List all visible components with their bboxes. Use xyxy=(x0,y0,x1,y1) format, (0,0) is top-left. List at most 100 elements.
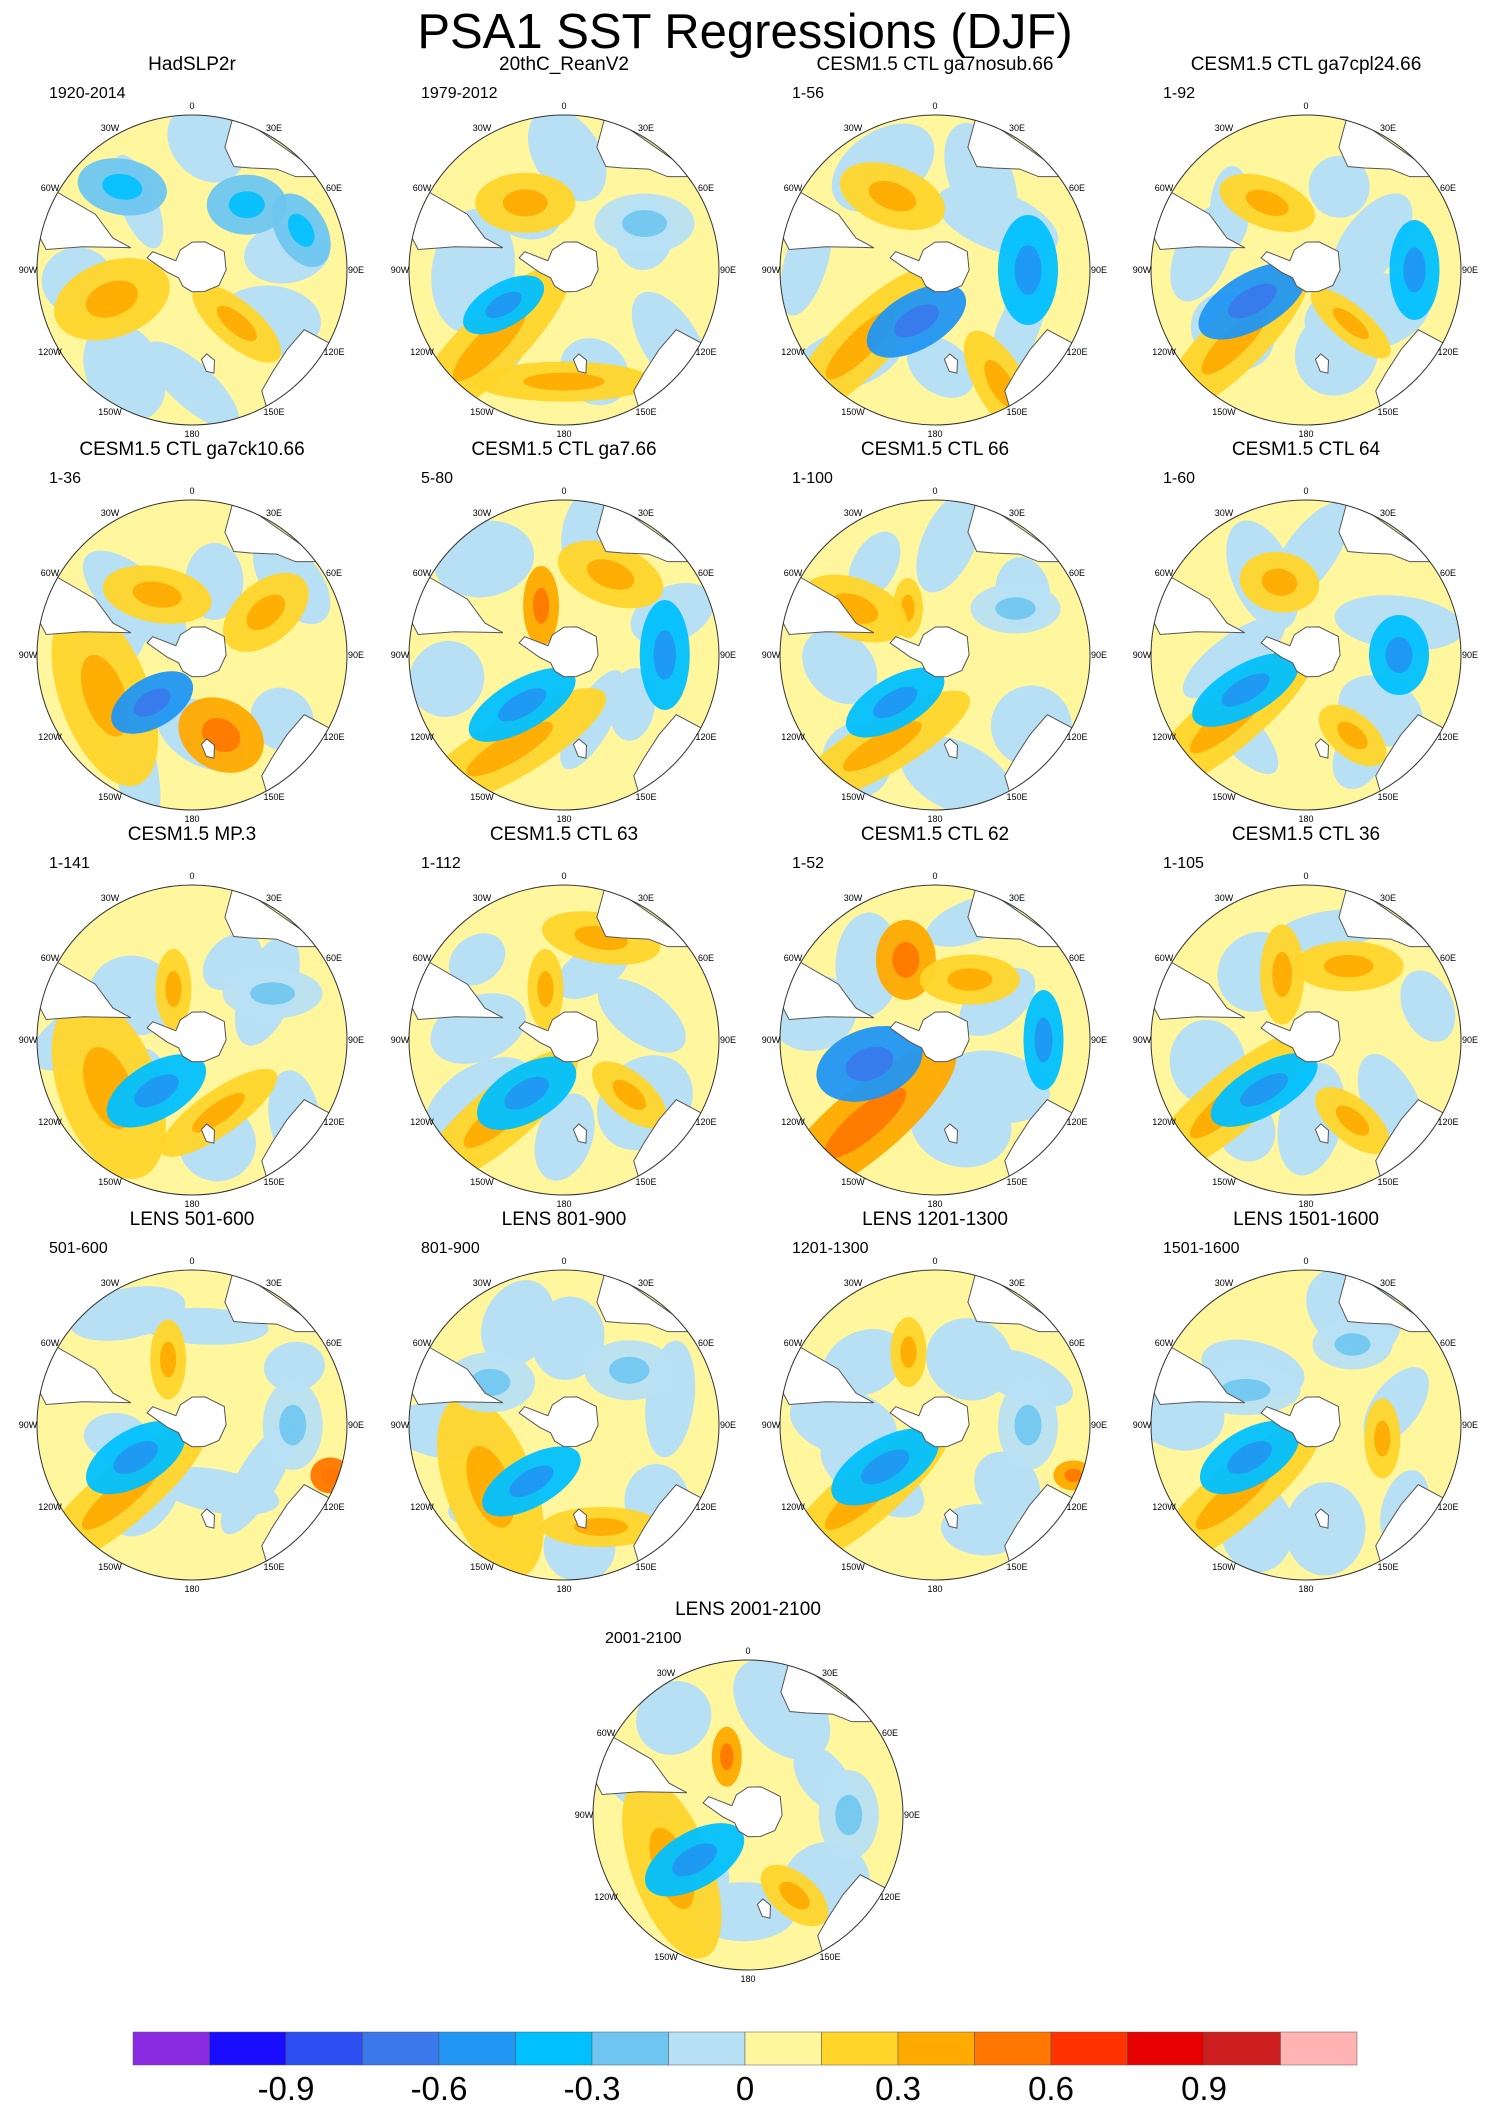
longitude-label: 120W xyxy=(594,1892,618,1902)
longitude-label: 30E xyxy=(266,1278,282,1288)
map-border xyxy=(1150,1269,1462,1581)
panel-title: LENS 2001-2100 xyxy=(675,1599,821,1620)
longitude-label: 150E xyxy=(1377,1562,1398,1572)
longitude-label: 90W xyxy=(762,265,781,275)
panel-title: CESM1.5 CTL ga7cpl24.66 xyxy=(1191,54,1422,75)
longitude-label: 0 xyxy=(932,486,937,496)
longitude-label: 120W xyxy=(410,1502,434,1512)
longitude-label: 30E xyxy=(266,123,282,133)
longitude-label: 150W xyxy=(470,1177,494,1187)
longitude-label: 0 xyxy=(189,1256,194,1266)
longitude-label: 120E xyxy=(324,732,345,742)
sst-anomaly-core xyxy=(609,1356,650,1384)
new-zealand-landmass xyxy=(1314,1123,1330,1144)
longitude-label: 30W xyxy=(657,1668,676,1678)
panel-years-label: 1979-2012 xyxy=(421,85,498,102)
sst-anomaly-core xyxy=(509,1465,554,1498)
panel-years-label: 1-100 xyxy=(792,470,833,487)
longitude-label: 120E xyxy=(696,732,717,742)
longitude-label: 60W xyxy=(784,183,803,193)
sst-anomaly-shading xyxy=(1308,155,1370,218)
colorbar-tick-label: 0.9 xyxy=(1181,2070,1227,2107)
panel-title: CESM1.5 CTL 63 xyxy=(490,824,638,845)
longitude-label: 120E xyxy=(1067,732,1088,742)
longitude-label: 30E xyxy=(638,1278,654,1288)
figure-title: PSA1 SST Regressions (DJF) xyxy=(417,5,1073,59)
sst-anomaly-core xyxy=(321,1467,340,1484)
panel-years-label: 1-141 xyxy=(49,855,90,872)
new-zealand-landmass xyxy=(1314,353,1330,374)
panel-title: LENS 501-600 xyxy=(130,1209,255,1230)
longitude-label: 180 xyxy=(556,814,571,824)
longitude-label: 180 xyxy=(740,1974,755,1984)
longitude-label: 60E xyxy=(326,953,342,963)
longitude-label: 0 xyxy=(1303,101,1308,111)
antarctica-landmass xyxy=(518,626,599,678)
longitude-label: 30E xyxy=(1380,123,1396,133)
longitude-label: 150E xyxy=(635,407,656,417)
longitude-label: 60W xyxy=(784,568,803,578)
longitude-label: 120E xyxy=(324,1117,345,1127)
longitude-label: 150E xyxy=(263,407,284,417)
longitude-label: 90W xyxy=(1133,1035,1152,1045)
new-zealand-landmass xyxy=(572,1508,588,1529)
panel-title: HadSLP2r xyxy=(148,54,236,75)
longitude-label: 150W xyxy=(841,407,865,417)
longitude-label: 120E xyxy=(696,1502,717,1512)
panel-title: CESM1.5 CTL 66 xyxy=(861,439,1009,460)
map-panel-4: 0 30E 60E 90E 120E 150E 180 150W 120W 90W 60W 30W CE… xyxy=(1133,54,1478,439)
longitude-label: 60E xyxy=(326,183,342,193)
new-zealand-landmass xyxy=(943,1123,959,1144)
longitude-label: 90E xyxy=(348,650,364,660)
new-zealand-landmass xyxy=(200,738,216,759)
map-panel-5: 0 30E 60E 90E 120E 150E 180 150W 120W 90W 60W 30W CE… xyxy=(19,439,364,824)
sst-anomaly-core xyxy=(894,304,939,338)
map-panel-14: 0 30E 60E 90E 120E 150E 180 150W 120W 90W 60W 30W LE… xyxy=(391,1209,736,1594)
sst-anomaly-core xyxy=(720,1743,734,1771)
colorbar-tick-label: 0.3 xyxy=(875,2070,921,2107)
sst-anomaly-core xyxy=(947,968,993,991)
new-zealand-landmass xyxy=(943,1508,959,1529)
longitude-label: 90W xyxy=(391,265,410,275)
longitude-label: 90E xyxy=(1091,1035,1107,1045)
longitude-label: 90E xyxy=(1462,650,1478,660)
antarctica-landmass xyxy=(146,1011,227,1063)
map-border xyxy=(1150,884,1462,1196)
longitude-label: 30W xyxy=(844,893,863,903)
sst-anomaly-core xyxy=(824,1087,907,1159)
sst-anomaly-core xyxy=(279,1404,307,1446)
longitude-label: 60E xyxy=(698,1338,714,1348)
longitude-label: 150W xyxy=(98,792,122,802)
longitude-label: 90W xyxy=(1133,1420,1152,1430)
sst-anomaly-core xyxy=(485,291,522,319)
sst-anomaly-core xyxy=(1374,1420,1391,1457)
longitude-label: 150W xyxy=(841,792,865,802)
colorbar-swatch xyxy=(1203,2031,1281,2066)
sst-anomaly-core xyxy=(1221,673,1270,707)
map-border xyxy=(408,499,720,811)
longitude-label: 30W xyxy=(101,123,120,133)
longitude-label: 120E xyxy=(324,347,345,357)
longitude-label: 0 xyxy=(932,871,937,881)
longitude-label: 120W xyxy=(781,1117,805,1127)
colorbar-swatch xyxy=(1127,2031,1205,2066)
longitude-label: 60E xyxy=(1069,568,1085,578)
longitude-label: 90E xyxy=(904,1810,920,1820)
sst-anomaly-core xyxy=(672,1843,717,1877)
longitude-label: 120E xyxy=(880,1892,901,1902)
longitude-label: 150W xyxy=(1212,407,1236,417)
colorbar-swatch xyxy=(285,2031,363,2066)
longitude-label: 60E xyxy=(1069,1338,1085,1348)
longitude-label: 30E xyxy=(1380,893,1396,903)
sst-anomaly-shading xyxy=(448,933,506,986)
map-border xyxy=(36,884,348,1196)
panel-title: CESM1.5 CTL 62 xyxy=(861,824,1009,845)
map-border xyxy=(1150,499,1462,811)
panel-title: CESM1.5 CTL 64 xyxy=(1232,439,1381,460)
sst-anomaly-core xyxy=(1332,307,1369,340)
longitude-label: 150E xyxy=(263,1177,284,1187)
new-zealand-landmass xyxy=(1314,738,1330,759)
sst-anomaly-core xyxy=(504,1076,550,1110)
antarctica-landmass xyxy=(702,1786,783,1838)
longitude-label: 30E xyxy=(1009,508,1025,518)
